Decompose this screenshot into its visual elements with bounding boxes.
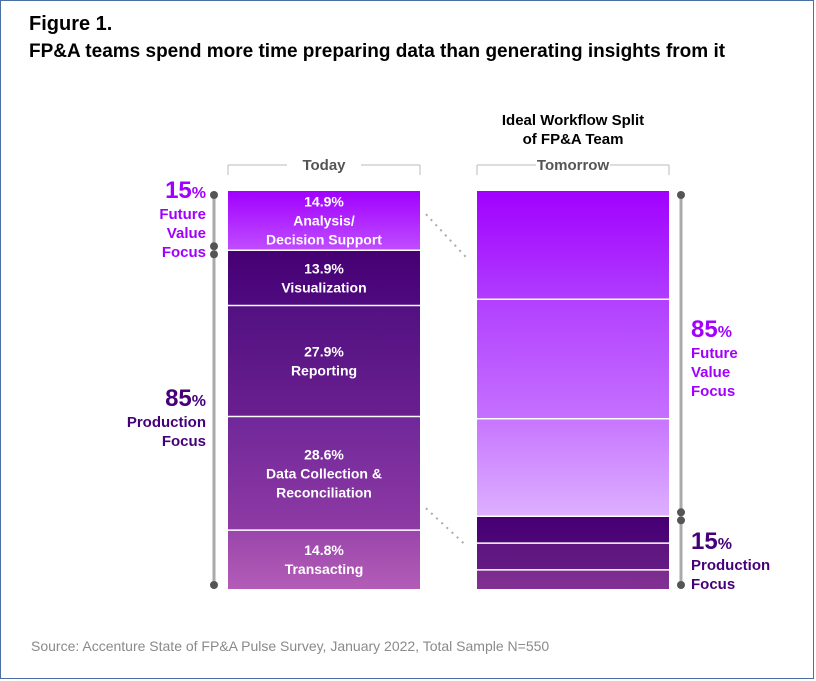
production-connector xyxy=(425,507,468,548)
tomorrow-segment-3 xyxy=(477,418,669,517)
tomorrow-header-label: Tomorrow xyxy=(537,157,610,174)
today-production-percent: 85% xyxy=(165,385,206,412)
today-segment-3-label-1: Reporting xyxy=(291,362,357,378)
future-connector xyxy=(425,213,468,259)
tomorrow-segment-5 xyxy=(477,543,669,570)
today-segment-3-value: 27.9% xyxy=(304,343,344,359)
tomorrow-future-text-2: Value xyxy=(691,364,730,381)
today-segment-2-value: 13.9% xyxy=(304,260,344,276)
today-production-text-2: Focus xyxy=(162,433,206,450)
today-header-label: Today xyxy=(302,157,346,174)
today-segment-2 xyxy=(228,250,420,306)
source-note: Source: Accenture State of FP&A Pulse Su… xyxy=(31,638,550,654)
today-segment-1-label-1: Analysis/ xyxy=(293,213,355,229)
today-segment-3 xyxy=(228,305,420,417)
tomorrow-production-percent: 15% xyxy=(691,528,732,555)
today-segment-2-label-1: Visualization xyxy=(281,279,366,295)
today-segment-4-value: 28.6% xyxy=(304,446,344,462)
today-segment-1-label-2: Decision Support xyxy=(266,232,382,248)
today-future-bracket-dot-top xyxy=(210,191,218,199)
today-production-text-1: Production xyxy=(127,414,206,431)
today-segment-1-value: 14.9% xyxy=(304,194,344,210)
today-production-bracket-dot-top xyxy=(210,250,218,259)
tomorrow-production-text-2: Focus xyxy=(691,576,735,593)
tomorrow-future-percent: 85% xyxy=(691,316,732,343)
today-segment-5-value: 14.8% xyxy=(304,542,344,558)
tomorrow-segment-4 xyxy=(477,516,669,544)
today-segment-1 xyxy=(228,191,420,251)
tomorrow-future-text-1: Future xyxy=(691,345,738,362)
tomorrow-future-bracket-dot-bottom xyxy=(677,508,685,517)
tomorrow-production-bracket-dot-top xyxy=(677,516,685,525)
tomorrow-production-text-1: Production xyxy=(691,557,770,574)
ideal-header-line-2: of FP&A Team xyxy=(523,131,624,148)
today-future-text-3: Focus xyxy=(162,244,206,261)
today-future-text-1: Future xyxy=(159,206,206,223)
today-segment-4-label-2: Reconciliation xyxy=(276,484,372,500)
today-future-text-2: Value xyxy=(167,225,206,242)
tomorrow-future-text-3: Focus xyxy=(691,383,735,400)
tomorrow-future-bracket-dot-top xyxy=(677,191,685,199)
today-segment-5-label-1: Transacting xyxy=(285,561,364,577)
today-future-percent: 15% xyxy=(165,177,206,204)
today-segment-5 xyxy=(228,530,420,589)
ideal-header-line-1: Ideal Workflow Split xyxy=(502,112,644,129)
tomorrow-segment-1 xyxy=(477,191,669,300)
figure-label: Figure 1. xyxy=(29,13,113,35)
today-future-bracket-dot-bottom xyxy=(210,242,218,251)
today-production-bracket-dot-bottom xyxy=(210,581,218,589)
tomorrow-production-bracket-dot-bottom xyxy=(677,581,685,589)
tomorrow-segment-2 xyxy=(477,299,669,419)
figure-title: FP&A teams spend more time preparing dat… xyxy=(29,41,726,62)
tomorrow-segment-6 xyxy=(477,569,669,589)
today-segment-4 xyxy=(228,416,420,531)
today-segment-4-label-1: Data Collection & xyxy=(266,465,382,481)
